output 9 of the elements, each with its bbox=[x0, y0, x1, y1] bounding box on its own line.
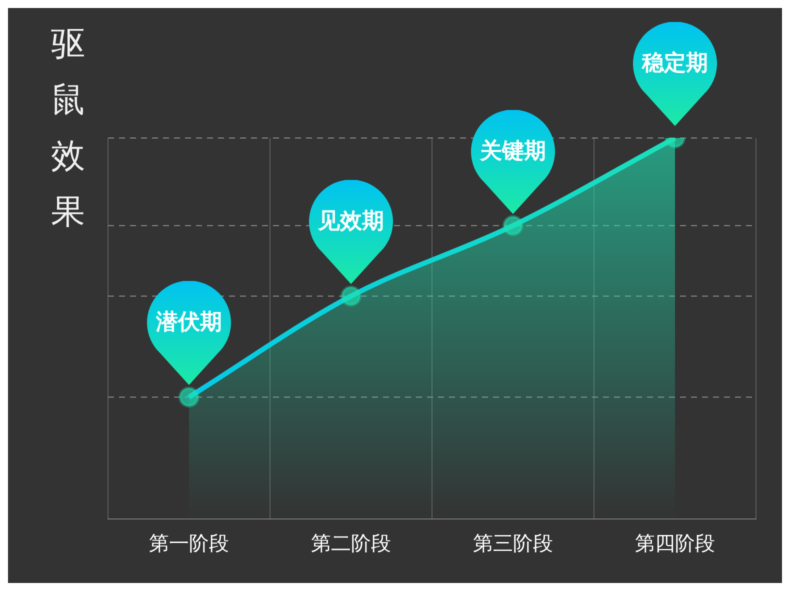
y-axis-title: 驱鼠效果 bbox=[50, 23, 86, 234]
annotation: 稳定期 bbox=[640, 51, 709, 77]
annotation: 潜伏期 bbox=[154, 310, 223, 336]
x-tick-label: 第四阶段 bbox=[635, 531, 715, 556]
annotation: 见效期 bbox=[316, 209, 385, 236]
annotation: 关键期 bbox=[478, 138, 547, 165]
x-tick-label: 第三阶段 bbox=[473, 531, 553, 556]
x-tick-label: 第一阶段 bbox=[149, 531, 229, 556]
x-tick-label: 第二阶段 bbox=[311, 531, 391, 556]
